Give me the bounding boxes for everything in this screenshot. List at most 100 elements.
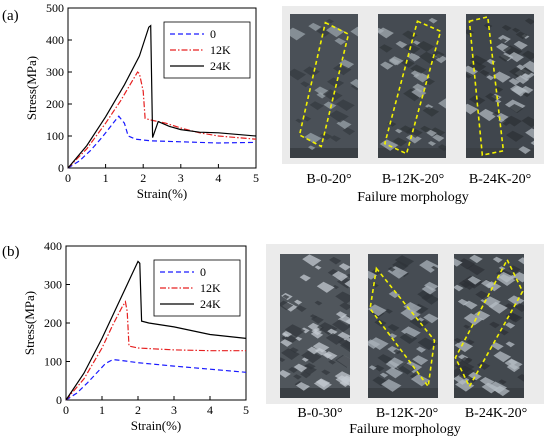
fracture-shard (513, 303, 524, 312)
fracture-shard (522, 92, 531, 98)
fracture-shard (281, 348, 300, 360)
specimen-photo-b3 (454, 254, 524, 398)
fracture-shard (388, 56, 404, 66)
fracture-shard (303, 66, 320, 77)
fracture-shard (508, 78, 521, 86)
series-line-2 (67, 24, 257, 169)
x-tick-label: 1 (103, 171, 109, 185)
fracture-shard (469, 254, 483, 264)
fracture-shard (521, 116, 534, 128)
x-tick-label: 4 (207, 403, 213, 417)
fracture-shard (496, 113, 509, 121)
fracture-shard (498, 53, 511, 62)
fracture-shard (467, 276, 482, 285)
fracture-shard (468, 377, 477, 383)
fracture-shard (468, 372, 482, 381)
specimen-body (368, 254, 438, 398)
x-tick-label: 2 (135, 403, 141, 417)
fracture-shard (293, 363, 308, 373)
fracture-shard (368, 270, 378, 280)
fracture-shard (282, 331, 293, 338)
specimen-base (378, 148, 446, 158)
series-line-1 (67, 71, 257, 169)
fracture-shard (373, 364, 385, 372)
fracture-shard (423, 313, 438, 324)
fracture-shard (501, 24, 512, 32)
fracture-shard (506, 312, 523, 323)
fracture-shard (400, 326, 421, 339)
fracture-shard (518, 257, 524, 265)
panel-label-b: (b) (2, 244, 20, 260)
y-tick-label: 0 (58, 161, 64, 175)
fracture-shard (290, 68, 307, 81)
x-tick-label: 3 (178, 171, 184, 185)
specimen-photo-a3 (466, 14, 534, 158)
specimen-photo-a2 (378, 14, 446, 158)
fracture-shard (284, 324, 306, 338)
y-tick-label: 100 (44, 355, 62, 369)
fracture-shard (314, 265, 322, 270)
fracture-shard (520, 85, 534, 94)
fracture-shard (428, 17, 438, 24)
y-tick-label: 300 (46, 65, 64, 79)
fracture-shard (326, 18, 335, 24)
fracture-shard (405, 127, 423, 138)
specimen-base (280, 388, 350, 398)
y-tick-label: 100 (46, 129, 64, 143)
y-tick-label: 200 (44, 316, 62, 330)
fracture-shard (336, 99, 355, 112)
fracture-shard (378, 27, 394, 39)
specimen-label-b1: B-0-30° (297, 406, 343, 421)
legend-box (163, 21, 251, 79)
fracture-shard (437, 144, 446, 152)
fracture-shard (334, 37, 347, 46)
legend-box (153, 259, 241, 317)
x-tick-label: 3 (171, 403, 177, 417)
specimen-base (454, 388, 524, 398)
fracture-shard (338, 263, 350, 271)
fracture-shard (394, 255, 415, 268)
fracture-shard (412, 83, 427, 93)
fracture-shard (485, 92, 500, 102)
fracture-shard (501, 120, 511, 126)
fracture-shard (515, 75, 530, 84)
fracture-shard (293, 374, 302, 380)
fracture-shard (308, 22, 322, 31)
fracture-shard (410, 70, 422, 78)
fracture-shard (517, 373, 524, 382)
x-tick-label: 0 (65, 171, 71, 185)
fracture-shard (388, 333, 398, 339)
fracture-shard (377, 354, 393, 364)
fracture-shard (507, 359, 518, 366)
fracture-shard (454, 258, 463, 267)
x-tick-label: 5 (253, 171, 259, 185)
legend-label-1: 12K (210, 43, 231, 57)
fracture-shard (379, 44, 393, 53)
fracture-shard (460, 356, 473, 365)
morphology-panel-a (282, 6, 544, 164)
legend-label-1: 12K (200, 281, 221, 295)
fracture-shard (432, 134, 445, 142)
fracture-shard (457, 258, 476, 270)
fracture-shard (294, 299, 303, 305)
fracture-shard (466, 29, 474, 36)
fracture-shard (393, 349, 402, 355)
fracture-shard (405, 133, 422, 144)
fracture-shard (497, 271, 515, 283)
fracture-shard (497, 34, 511, 44)
fracture-shard (454, 360, 475, 374)
fracture-shard (314, 300, 323, 306)
fracture-shard (282, 294, 290, 300)
fracture-shard (300, 371, 311, 379)
fracture-shard (337, 331, 350, 341)
fracture-shard (345, 337, 350, 343)
fracture-shard (431, 265, 438, 271)
fracture-shard (508, 104, 524, 114)
specimen-image (378, 14, 446, 158)
failure-plane-marker (454, 257, 524, 389)
failure-plane-marker (468, 15, 505, 157)
fracture-shard (295, 305, 307, 312)
stress-strain-chart-b: 0 1 2 3 4 5 0 100 200 300 400 Strain(%) Stress(MPa) 0… (22, 239, 249, 433)
fracture-shard (516, 64, 526, 70)
fracture-shard (454, 340, 474, 353)
